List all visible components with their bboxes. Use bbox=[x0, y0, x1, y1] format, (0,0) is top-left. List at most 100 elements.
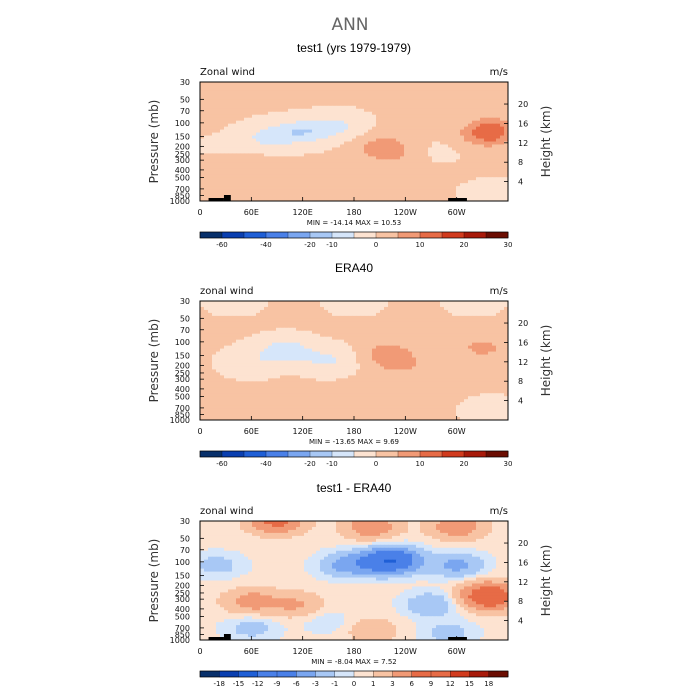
field-cell bbox=[328, 156, 333, 160]
field-cell bbox=[400, 357, 405, 361]
field-cell bbox=[424, 351, 429, 355]
field-cell bbox=[204, 111, 209, 116]
field-cell bbox=[352, 120, 357, 125]
field-cell bbox=[292, 186, 297, 190]
field-cell bbox=[216, 84, 221, 89]
field-cell bbox=[392, 369, 397, 373]
field-cell bbox=[468, 84, 473, 89]
field-cell bbox=[484, 117, 489, 122]
field-cell bbox=[420, 357, 425, 361]
field-cell bbox=[460, 309, 465, 314]
field-cell bbox=[272, 357, 277, 361]
field-cell bbox=[436, 348, 441, 352]
field-cell bbox=[276, 330, 281, 335]
field-cell bbox=[252, 354, 257, 358]
field-cell bbox=[268, 102, 273, 107]
field-cell bbox=[468, 301, 473, 305]
field-cell bbox=[492, 93, 497, 98]
field-cell bbox=[460, 357, 465, 361]
field-cell bbox=[496, 90, 501, 95]
field-cell bbox=[416, 189, 421, 193]
field-cell bbox=[220, 351, 225, 355]
field-cell bbox=[400, 159, 405, 163]
field-cell bbox=[504, 82, 509, 86]
field-cell bbox=[424, 99, 429, 104]
field-cell bbox=[312, 117, 317, 122]
field-cell bbox=[252, 348, 257, 352]
field-cell bbox=[396, 171, 401, 175]
field-cell bbox=[356, 312, 361, 317]
field-cell bbox=[220, 153, 225, 157]
field-cell bbox=[320, 360, 325, 364]
field-cell bbox=[256, 345, 261, 350]
field-cell bbox=[364, 351, 369, 355]
field-cell bbox=[480, 90, 485, 95]
field-cell bbox=[356, 189, 361, 193]
field-cell bbox=[352, 342, 357, 347]
field-cell bbox=[268, 189, 273, 193]
field-cell bbox=[284, 342, 289, 347]
field-cell bbox=[376, 150, 381, 154]
field-cell bbox=[404, 177, 409, 181]
field-cell bbox=[420, 84, 425, 89]
field-cell bbox=[272, 330, 277, 335]
field-cell bbox=[224, 360, 229, 364]
field-cell bbox=[504, 96, 509, 101]
field-cell bbox=[384, 108, 389, 113]
field-cell bbox=[468, 309, 473, 314]
field-cell bbox=[500, 348, 505, 352]
field-cell bbox=[244, 183, 249, 187]
field-cell bbox=[332, 117, 337, 122]
field-cell bbox=[260, 99, 265, 104]
field-cell bbox=[224, 126, 229, 131]
field-cell bbox=[416, 144, 421, 148]
field-cell bbox=[388, 369, 393, 373]
field-cell bbox=[488, 84, 493, 89]
field-cell bbox=[304, 315, 309, 320]
field-cell bbox=[376, 102, 381, 107]
y-tick-label: 70 bbox=[180, 107, 190, 116]
field-cell bbox=[352, 348, 357, 352]
field-cell bbox=[208, 123, 213, 128]
field-cell bbox=[320, 348, 325, 352]
field-cell bbox=[372, 318, 377, 323]
field-cell bbox=[440, 120, 445, 125]
field-cell bbox=[492, 147, 497, 151]
field-cell bbox=[284, 171, 289, 175]
field-cell bbox=[476, 312, 481, 317]
field-cell bbox=[280, 303, 285, 308]
field-cell bbox=[396, 339, 401, 344]
field-cell bbox=[268, 165, 273, 169]
field-cell bbox=[420, 348, 425, 352]
field-cell bbox=[224, 153, 229, 157]
field-cell bbox=[436, 183, 441, 187]
field-cell bbox=[264, 159, 269, 163]
field-cell bbox=[328, 159, 333, 163]
field-cell bbox=[372, 129, 377, 133]
field-cell bbox=[268, 108, 273, 113]
field-cell bbox=[372, 117, 377, 122]
field-cell bbox=[292, 198, 297, 202]
field-cell bbox=[292, 183, 297, 187]
field-cell bbox=[208, 312, 213, 317]
field-cell bbox=[344, 195, 349, 199]
field-cell bbox=[416, 111, 421, 116]
field-cell bbox=[464, 183, 469, 187]
field-cell bbox=[384, 174, 389, 178]
field-cell bbox=[412, 96, 417, 101]
field-cell bbox=[272, 111, 277, 116]
field-cell bbox=[312, 108, 317, 113]
field-cell bbox=[204, 84, 209, 89]
field-cell bbox=[484, 318, 489, 323]
field-cell bbox=[288, 111, 293, 116]
field-cell bbox=[344, 312, 349, 317]
field-cell bbox=[484, 333, 489, 338]
field-cell bbox=[492, 162, 497, 166]
field-cell bbox=[460, 318, 465, 323]
field-cell bbox=[252, 186, 257, 190]
field-cell bbox=[296, 156, 301, 160]
field-cell bbox=[208, 192, 213, 196]
field-cell bbox=[428, 138, 433, 142]
field-cell bbox=[464, 165, 469, 169]
field-cell bbox=[396, 102, 401, 107]
